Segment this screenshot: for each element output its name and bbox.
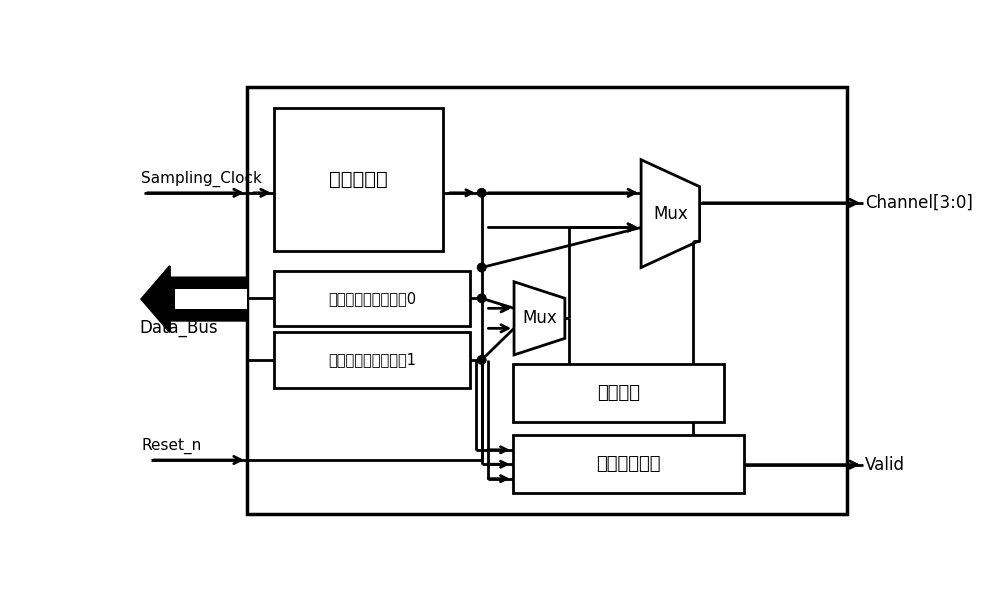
Circle shape (477, 356, 486, 364)
Text: 有效判断逻辑: 有效判断逻辑 (596, 455, 660, 473)
Text: Data_Bus: Data_Bus (139, 320, 218, 337)
Polygon shape (512, 364, 724, 422)
Text: Reset_n: Reset_n (141, 438, 202, 454)
Text: Valid: Valid (865, 455, 905, 474)
Polygon shape (274, 270, 470, 326)
Circle shape (477, 189, 486, 197)
Polygon shape (641, 160, 700, 267)
Text: Sampling_Clock: Sampling_Clock (141, 171, 262, 187)
Text: Mux: Mux (653, 205, 688, 222)
Text: Channel[3:0]: Channel[3:0] (865, 194, 973, 212)
Text: 控制逻辑: 控制逻辑 (597, 384, 640, 401)
Circle shape (477, 263, 486, 272)
Text: 高采样率通道寄存全1: 高采样率通道寄存全1 (328, 352, 416, 368)
Polygon shape (175, 289, 247, 309)
Polygon shape (141, 266, 247, 332)
Polygon shape (274, 332, 470, 388)
Circle shape (477, 294, 486, 302)
Text: 通道计数器: 通道计数器 (329, 170, 388, 189)
Polygon shape (514, 282, 565, 355)
Text: 高采样率通道寄存全0: 高采样率通道寄存全0 (328, 291, 416, 306)
Polygon shape (247, 87, 847, 514)
Polygon shape (512, 435, 744, 493)
Text: Mux: Mux (522, 310, 557, 327)
Polygon shape (274, 108, 443, 251)
